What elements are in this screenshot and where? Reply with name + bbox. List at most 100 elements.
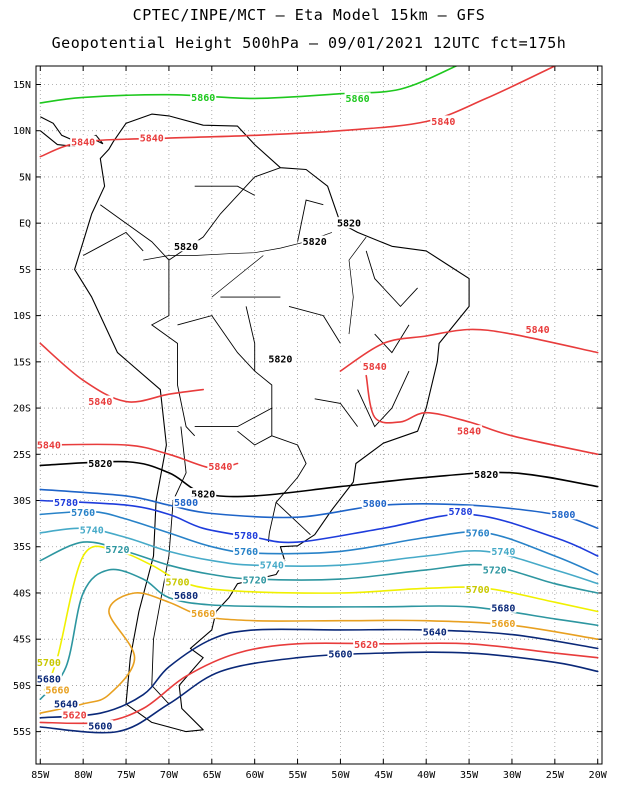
- contour-label-bg: [481, 563, 508, 575]
- contour-label-bg: [361, 497, 388, 509]
- country-border: [365, 250, 418, 308]
- lon-label: 70W: [160, 770, 179, 781]
- contour-label-bg: [490, 601, 517, 613]
- contour-label: 5820: [88, 459, 112, 470]
- contour-label-bg: [44, 684, 71, 696]
- contour-label: 5680: [491, 603, 515, 614]
- contour-label-bg: [456, 425, 483, 437]
- contour-label: 5700: [165, 577, 189, 588]
- contour-label-bg: [78, 524, 105, 536]
- lat-label: 40S: [13, 588, 31, 599]
- contour-label: 5840: [457, 427, 481, 438]
- contour-label-bg: [473, 468, 500, 480]
- lon-label: 60W: [246, 770, 265, 781]
- contour-label: 5820: [268, 355, 292, 366]
- contour-label: 5720: [243, 576, 267, 587]
- lon-label: 30W: [503, 770, 522, 781]
- contour-label: 5840: [71, 137, 95, 148]
- river: [211, 255, 264, 298]
- contour-5820: [39, 460, 599, 498]
- river: [348, 236, 367, 335]
- contour-label: 5780: [448, 507, 472, 518]
- contour-label-bg: [344, 92, 371, 104]
- contour-label: 5860: [191, 93, 215, 104]
- lat-label: 10N: [13, 126, 31, 137]
- contour-label: 5800: [363, 499, 387, 510]
- contour-5840: [39, 342, 204, 403]
- country-border: [237, 430, 273, 446]
- lon-label: 45W: [374, 770, 393, 781]
- contour-label-bg: [35, 672, 62, 684]
- country-border: [314, 398, 358, 427]
- contour-labels: 5860 5860 5840 5840 5840 5840 5840 5840 5840 5840…: [35, 91, 577, 733]
- contour-5780: [39, 499, 599, 557]
- lon-label: 65W: [203, 770, 222, 781]
- contour-label: 5860: [346, 94, 370, 105]
- latitude-labels: 15N 10N 5N EQ 5S 10S 15S 20S 25S 30S 35S 40S 45S 50S 5…: [13, 80, 31, 738]
- contour-label: 5820: [303, 237, 327, 248]
- contour-label-bg: [173, 589, 200, 601]
- contour-5680: [39, 568, 599, 701]
- contour-5840: [365, 374, 599, 456]
- contour-label: 5600: [328, 649, 352, 660]
- lon-label: 25W: [546, 770, 565, 781]
- contour-label: 5760: [234, 547, 258, 558]
- contour-label: 5840: [37, 441, 61, 452]
- lat-label: 20S: [13, 404, 31, 415]
- contour-label-bg: [53, 697, 80, 709]
- country-border: [82, 231, 144, 256]
- map-title-line1: CPTEC/INPE/MCT – Eta Model 15km – GFS: [132, 6, 486, 24]
- contour-5640: [39, 628, 599, 719]
- contour-label-bg: [361, 360, 388, 372]
- contour-5620: [39, 642, 599, 725]
- lon-label: 50W: [331, 770, 350, 781]
- lat-label: 15S: [13, 357, 31, 368]
- contour-5660: [39, 591, 599, 714]
- longitude-labels: 85W 80W 75W 70W 65W 60W 55W 50W 45W 40W 35W 30W 25W 2…: [31, 770, 607, 781]
- contour-5760: [39, 510, 599, 576]
- contour-label-bg: [138, 132, 165, 144]
- contour-label: 5740: [80, 526, 104, 537]
- country-border: [100, 204, 170, 261]
- lat-label: 10S: [13, 311, 31, 322]
- contour-label: 5800: [174, 498, 198, 509]
- contour-label: 5680: [174, 591, 198, 602]
- country-border: [297, 199, 324, 242]
- contour-label-bg: [190, 91, 217, 103]
- contour-label-bg: [173, 496, 200, 508]
- contour-label: 5660: [45, 686, 69, 697]
- contour-label: 5780: [234, 531, 258, 542]
- contour-label-bg: [53, 496, 80, 508]
- contour-label-bg: [336, 217, 363, 229]
- contour-label-bg: [421, 625, 448, 637]
- contour-label: 5720: [105, 545, 129, 556]
- map-frame: [35, 65, 603, 765]
- contour-label-bg: [61, 709, 88, 721]
- contour-label: 5820: [337, 219, 361, 230]
- lat-label: 35S: [13, 542, 31, 553]
- contour-label-bg: [464, 583, 491, 595]
- contour-label: 5740: [491, 547, 515, 558]
- contour-label: 5840: [431, 117, 455, 128]
- contour-label: 5760: [466, 528, 490, 539]
- lon-label: 80W: [74, 770, 93, 781]
- contour-label: 5820: [174, 242, 198, 253]
- contour-label-bg: [87, 457, 114, 469]
- contour-label-bg: [241, 574, 268, 586]
- contour-label: 5760: [71, 508, 95, 519]
- lat-label: 30S: [13, 496, 31, 507]
- map-title-line2: Geopotential Height 500hPa – 09/01/2021 …: [51, 34, 567, 52]
- graticule: [36, 66, 602, 764]
- contour-label: 5620: [63, 711, 87, 722]
- land-boundaries: [39, 113, 470, 733]
- country-border: [150, 260, 196, 437]
- contour-label-bg: [464, 526, 491, 538]
- contour-label: 5820: [474, 470, 498, 481]
- contour-5600: [39, 651, 599, 734]
- contour-label: 5840: [140, 134, 164, 145]
- contour-label: 5840: [526, 325, 550, 336]
- contour-label: 5800: [551, 510, 575, 521]
- contour-label-bg: [173, 240, 200, 252]
- south-america-coastline: [74, 113, 470, 733]
- contour-label: 5820: [191, 490, 215, 501]
